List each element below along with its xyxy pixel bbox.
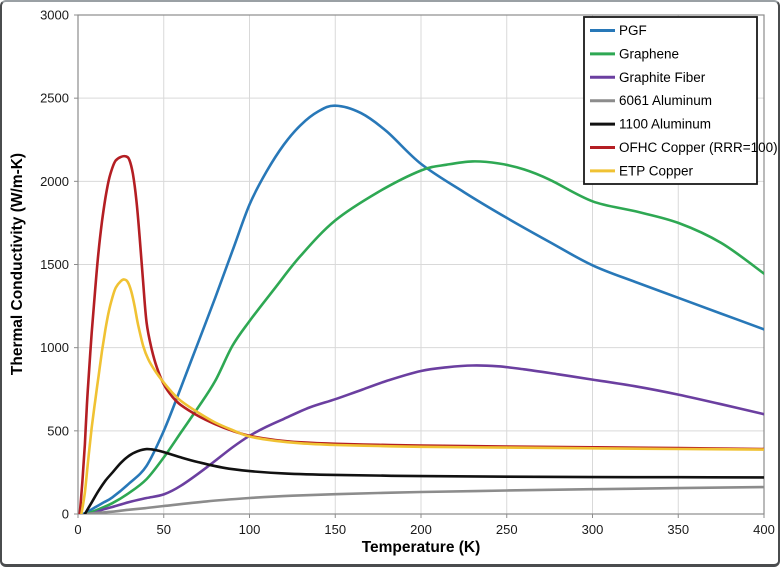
x-tick-label: 300 [582,522,604,537]
legend-label: 6061 Aluminum [619,93,712,108]
legend-label: PGF [619,23,647,38]
series-line-6061-aluminum [85,485,764,514]
series-line-graphite-fiber [90,364,764,514]
series-line-graphene [85,160,764,514]
legend-label: 1100 Aluminum [619,117,711,132]
x-tick-label: 250 [496,522,518,537]
y-tick-label: 2500 [40,91,69,106]
y-tick-label: 2000 [40,174,69,189]
legend-label: Graphite Fiber [619,70,706,85]
x-tick-label: 200 [410,522,432,537]
series-line-etp-copper [80,278,764,514]
x-tick-label: 100 [239,522,261,537]
y-tick-label: 500 [47,423,69,438]
y-tick-label: 1000 [40,340,69,355]
x-tick-label: 400 [753,522,775,537]
data-series [78,104,764,514]
axes: 0 50 100 150 200 250 300 350 400 0 500 1000 1500 2000… [40,8,775,538]
legend-label: OFHC Copper (RRR=100) [619,140,778,155]
series-line-ofhc-copper-rrr-100 [78,154,764,514]
x-tick-label: 50 [157,522,171,537]
x-tick-label: 350 [667,522,689,537]
x-tick-label: 150 [324,522,346,537]
legend-label: Graphene [619,46,679,61]
x-tick-label: 0 [74,522,81,537]
y-tick-label: 1500 [40,257,69,272]
y-tick-label: 0 [62,507,69,522]
legend-label: ETP Copper [619,163,694,178]
series-line-1100-aluminum [83,447,764,514]
x-axis-title: Temperature (K) [362,539,481,556]
y-tick-label: 3000 [40,8,69,23]
series-line-pgf [81,104,764,514]
y-axis-title: Thermal Conductivity (W/m-K) [9,153,26,375]
legend: PGF Graphene Graphite Fiber 6061 Aluminum 11… [583,16,778,185]
